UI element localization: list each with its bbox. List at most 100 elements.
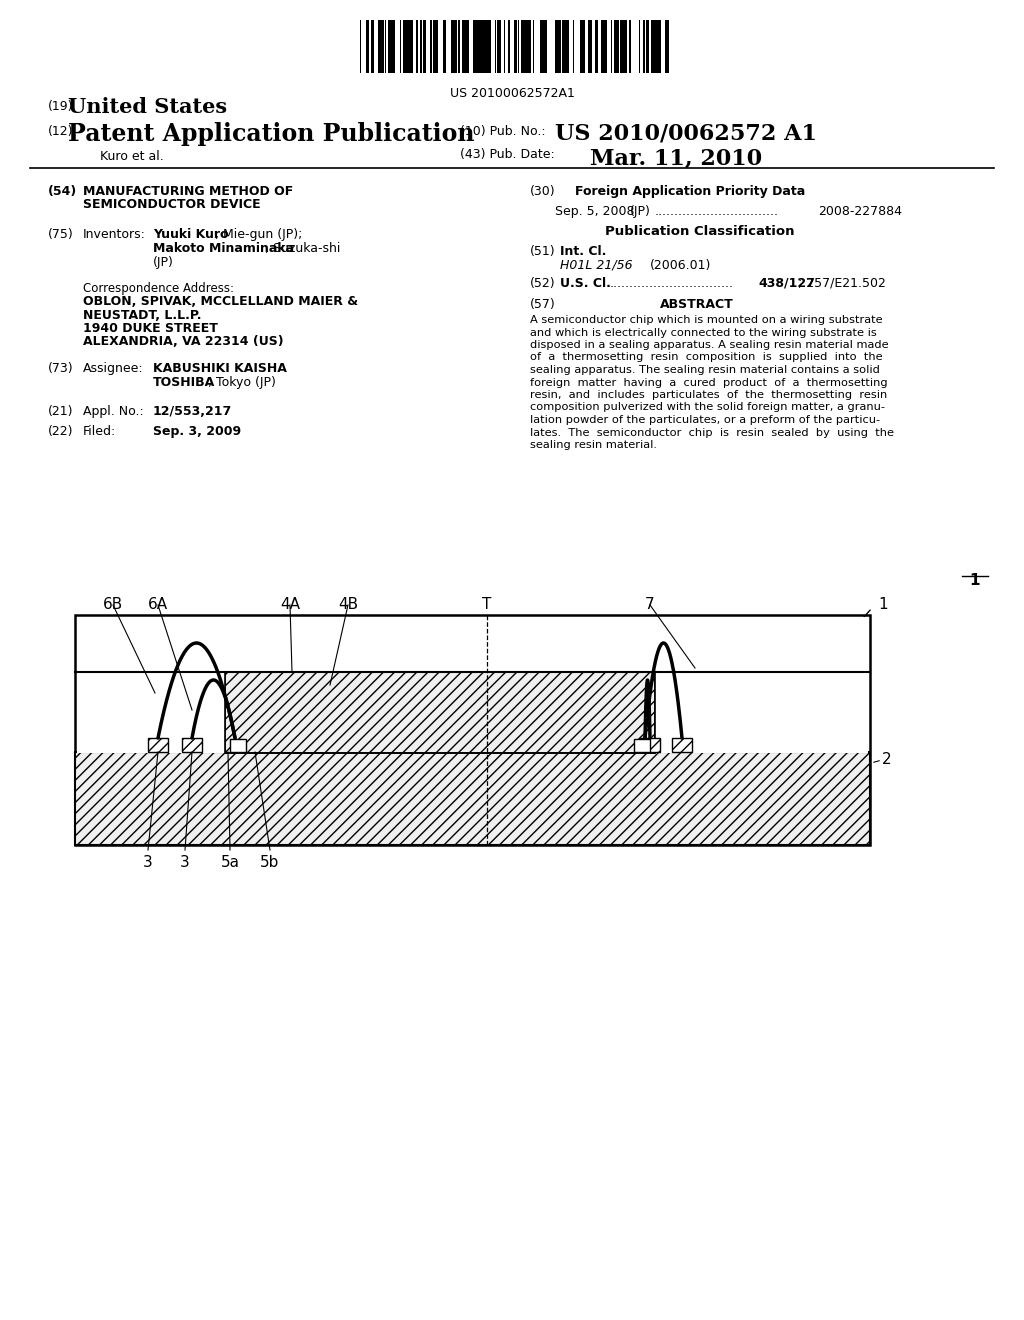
Text: ...............................: ............................... (655, 205, 779, 218)
Text: (JP): (JP) (630, 205, 651, 218)
Bar (225, 672, 655, 752)
Bar (477, 20, 479, 73)
Text: (22): (22) (48, 425, 74, 438)
Bar (608, 20, 611, 73)
Bar (566, 20, 569, 73)
Text: , Mie-gun (JP);: , Mie-gun (JP); (215, 228, 302, 242)
Bar (580, 20, 582, 73)
Bar (557, 20, 560, 73)
Text: 6A: 6A (147, 597, 168, 612)
Text: 6B: 6B (102, 597, 123, 612)
Text: Sep. 5, 2008: Sep. 5, 2008 (555, 205, 635, 218)
Bar (582, 20, 584, 73)
Bar (382, 20, 384, 73)
Text: composition pulverized with the solid foreign matter, a granu-: composition pulverized with the solid fo… (530, 403, 885, 412)
Text: NEUSTADT, L.L.P.: NEUSTADT, L.L.P. (83, 309, 202, 322)
Text: resin,  and  includes  particulates  of  the  thermosetting  resin: resin, and includes particulates of the … (530, 389, 887, 400)
Bar (460, 20, 462, 73)
Bar (612, 20, 614, 73)
Bar (420, 20, 422, 73)
Bar (669, 20, 672, 73)
Bar (540, 20, 542, 73)
Bar (655, 20, 658, 73)
Bar (403, 20, 406, 73)
Bar (602, 20, 605, 73)
Text: H01L 21/56: H01L 21/56 (560, 259, 633, 272)
Bar (640, 738, 660, 752)
Bar (508, 20, 510, 73)
Text: Mar. 11, 2010: Mar. 11, 2010 (590, 148, 762, 170)
Bar (77, 672, 225, 752)
Text: 4B: 4B (338, 597, 358, 612)
Text: MANUFACTURING METHOD OF: MANUFACTURING METHOD OF (83, 185, 293, 198)
Text: Correspondence Address:: Correspondence Address: (83, 282, 234, 294)
Bar (547, 20, 549, 73)
Bar (570, 20, 572, 73)
Text: ; 257/E21.502: ; 257/E21.502 (798, 277, 886, 290)
Bar (499, 20, 501, 73)
Bar (652, 20, 655, 73)
Bar (637, 20, 639, 73)
Bar (614, 20, 616, 73)
Text: (JP): (JP) (153, 256, 174, 269)
Bar (75, 615, 870, 845)
Bar (524, 20, 526, 73)
Bar (481, 20, 483, 73)
Bar (406, 20, 408, 73)
Text: (57): (57) (530, 298, 556, 312)
Bar (544, 20, 547, 73)
Bar (632, 20, 634, 73)
Bar (665, 20, 667, 73)
Text: Int. Cl.: Int. Cl. (560, 246, 606, 257)
Bar (374, 20, 376, 73)
Bar (634, 739, 650, 752)
Text: 5b: 5b (260, 855, 280, 870)
Bar (438, 20, 441, 73)
Bar (585, 20, 588, 73)
Bar (515, 20, 517, 73)
Bar (646, 20, 649, 73)
Text: KABUSHIKI KAISHA: KABUSHIKI KAISHA (153, 362, 287, 375)
Text: 3: 3 (143, 855, 153, 870)
Text: (51): (51) (530, 246, 556, 257)
Text: (30): (30) (530, 185, 556, 198)
Bar (479, 20, 481, 73)
Bar (392, 20, 394, 73)
Text: lates.  The  semiconductor  chip  is  resin  sealed  by  using  the: lates. The semiconductor chip is resin s… (530, 428, 894, 437)
Bar (662, 20, 663, 73)
Bar (506, 20, 508, 73)
Bar (364, 20, 366, 73)
Text: 2: 2 (882, 752, 892, 767)
Bar (449, 20, 451, 73)
Bar (596, 20, 598, 73)
Text: of  a  thermosetting  resin  composition  is  supplied  into  the: of a thermosetting resin composition is … (530, 352, 883, 363)
Text: Assignee:: Assignee: (83, 362, 143, 375)
Text: Patent Application Publication: Patent Application Publication (68, 121, 474, 147)
Bar (470, 20, 473, 73)
Bar (564, 20, 566, 73)
Bar (473, 20, 475, 73)
Bar (640, 20, 642, 73)
Text: (21): (21) (48, 405, 74, 418)
Text: 1940 DUKE STREET: 1940 DUKE STREET (83, 322, 218, 335)
Text: (10) Pub. No.:: (10) Pub. No.: (460, 125, 546, 139)
Bar (555, 20, 557, 73)
Bar (441, 20, 443, 73)
Text: 3: 3 (180, 855, 189, 870)
Bar (182, 738, 202, 752)
Bar (627, 20, 629, 73)
Bar (531, 20, 534, 73)
Text: sealing resin material.: sealing resin material. (530, 440, 657, 450)
Bar (435, 20, 437, 73)
Text: (73): (73) (48, 362, 74, 375)
Text: (12): (12) (48, 125, 74, 139)
Bar (617, 20, 618, 73)
Bar (521, 20, 523, 73)
Text: Inventors:: Inventors: (83, 228, 145, 242)
Bar (622, 20, 624, 73)
Text: Sep. 3, 2009: Sep. 3, 2009 (153, 425, 241, 438)
Text: TOSHIBA: TOSHIBA (153, 376, 215, 389)
Bar (575, 20, 579, 73)
Text: ABSTRACT: ABSTRACT (660, 298, 734, 312)
Text: 1: 1 (970, 573, 980, 587)
